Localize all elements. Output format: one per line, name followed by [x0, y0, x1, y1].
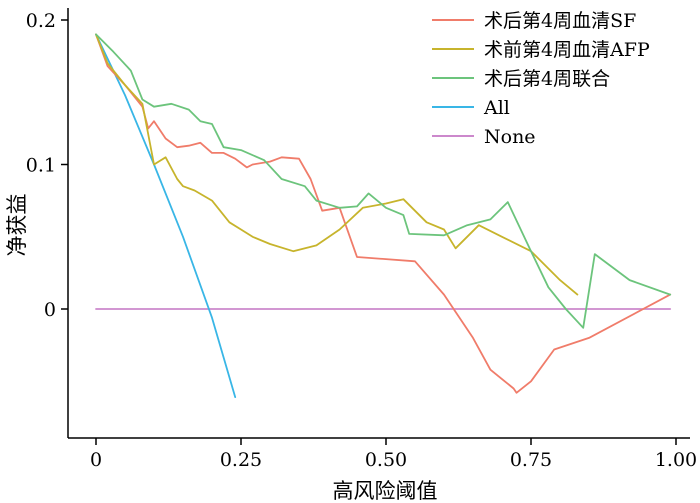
y-tick-label: 0.2	[26, 10, 56, 32]
plot-frame	[67, 8, 690, 439]
y-tick-label: 0	[44, 299, 56, 321]
series-layer	[95, 33, 672, 399]
x-tick-label: 0.75	[510, 449, 552, 471]
legend-label-2: 术后第4周联合	[484, 68, 610, 90]
x-tick-label: 0	[90, 449, 102, 471]
legend: 术后第4周血清SF 术前第4周血清AFP 术后第4周联合 All None	[432, 10, 650, 148]
series-line-2	[95, 33, 672, 329]
x-axis-ticks: 0 0.25 0.50 0.75 1.00	[90, 438, 697, 471]
y-tick-label: 0.1	[26, 155, 56, 177]
x-axis-title: 高风险阈值	[333, 479, 438, 503]
legend-label-3: All	[483, 97, 510, 119]
series-line-1	[95, 33, 579, 296]
series-line-0	[95, 33, 672, 394]
x-tick-label: 0.25	[220, 449, 262, 471]
legend-label-4: None	[484, 126, 536, 148]
legend-label-1: 术前第4周血清AFP	[484, 39, 650, 61]
y-axis-title: 净获益	[5, 194, 29, 257]
x-tick-label: 1.00	[655, 449, 697, 471]
series-line-3	[95, 33, 237, 399]
legend-label-0: 术后第4周血清SF	[484, 10, 636, 32]
x-tick-label: 0.50	[365, 449, 407, 471]
y-axis-ticks: 0 0.1 0.2	[26, 10, 68, 321]
